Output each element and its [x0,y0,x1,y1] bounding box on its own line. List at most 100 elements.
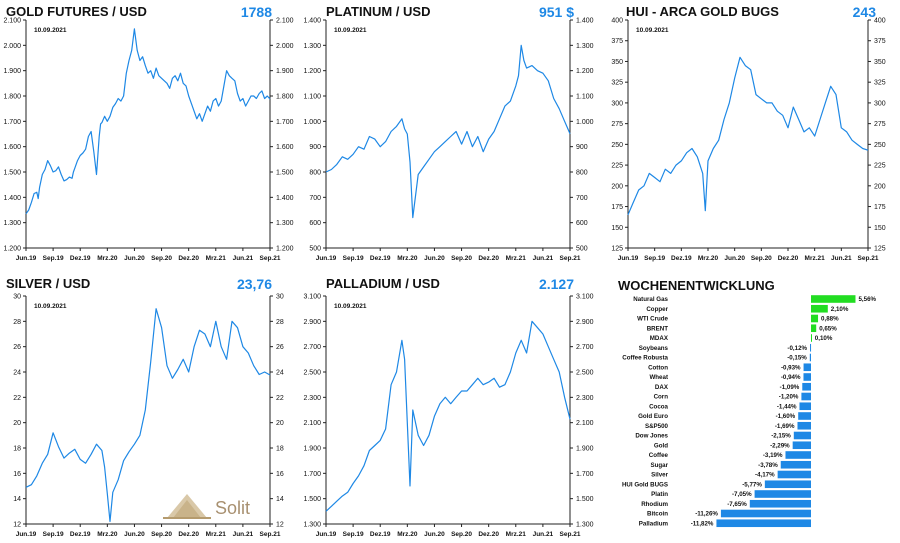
bar [803,363,811,372]
x-tick-label: Jun.19 [618,255,639,262]
y-tick-label: 2.000 [276,43,294,50]
y-tick-label: 1.200 [576,68,594,75]
bar-category-label: Sugar [650,462,668,469]
bar-category-label: Coffee Robusta [622,355,668,362]
bar-value-label: -7,65% [727,501,747,508]
y-tick-label: 1.200 [303,68,321,75]
gold-futures-title: GOLD FUTURES / USD [6,4,147,19]
y-tick-label: 2.500 [303,370,321,377]
bar [780,460,811,469]
price-line [627,56,869,216]
y-tick-label: 150 [611,225,623,232]
y-tick-label: 200 [611,183,623,190]
bar-category-label: Bitcoin [647,511,668,518]
y-tick-label: 700 [576,195,588,202]
y-tick-label: 18 [276,446,284,453]
y-tick-label: 1.400 [576,18,594,25]
y-tick-label: 2.300 [576,395,594,402]
x-tick-label: Dez.20 [178,531,199,538]
y-tick-label: 900 [576,144,588,151]
bar-value-label: -1,09% [780,384,800,391]
y-tick-label: 125 [611,246,623,253]
x-tick-label: Jun.19 [16,531,37,538]
x-tick-label: Sep.19 [343,531,364,538]
y-tick-label: 400 [874,18,886,25]
x-tick-label: Jun.20 [124,255,145,262]
bar [798,412,811,420]
price-line [25,308,271,523]
y-tick-label: 1.700 [303,471,321,478]
y-tick-label: 1.900 [3,68,21,75]
bar-category-label: Cocoa [649,403,668,410]
y-tick-label: 12 [276,522,284,529]
solit-logo-text: Solit [215,498,250,518]
bar-value-label: -3,19% [763,452,783,459]
x-tick-label: Sep.21 [858,255,879,262]
y-tick-label: 1.400 [276,195,294,202]
platinum-panel: PLATINUM / USD 951 $ 500 500 600 600 700 700 8… [300,0,600,268]
bar-category-label: Gold [654,442,668,449]
bar-value-label: 0,88% [821,316,839,323]
bar-category-label: Soybeans [639,345,669,352]
y-tick-label: 375 [874,38,886,45]
bar-value-label: -5,77% [742,481,762,488]
bar-value-label: -0,94% [781,374,801,381]
y-tick-label: 175 [874,204,886,211]
bar-value-label: -7,05% [732,491,752,498]
bar [809,353,811,362]
y-tick-label: 225 [611,163,623,170]
bar [799,402,811,411]
x-tick-label: Dez.19 [70,255,91,262]
y-tick-label: 225 [874,163,886,170]
hui-value: 243 [852,4,876,20]
bar [803,373,811,381]
y-tick-label: 2.100 [576,420,594,427]
bar-category-label: Copper [646,306,668,313]
y-tick-label: 2.900 [576,319,594,326]
y-tick-label: 1.300 [276,220,294,227]
y-tick-label: 250 [874,142,886,149]
date-label: 10.09.2021 [334,27,367,34]
palladium-panel: PALLADIUM / USD 2.127 1.300 1.300 1.500 1.5… [300,272,600,543]
y-tick-label: 1.600 [276,144,294,151]
y-tick-label: 1.500 [303,496,321,503]
x-tick-label: Jun.21 [831,255,852,262]
bar-category-label: Palladium [639,520,669,527]
y-tick-label: 325 [611,80,623,87]
y-tick-label: 175 [611,204,623,211]
y-tick-label: 1.500 [3,170,21,177]
x-tick-label: Mrz.20 [97,255,118,262]
y-tick-label: 2.700 [576,344,594,351]
y-tick-label: 375 [611,38,623,45]
y-tick-label: 1.500 [276,170,294,177]
x-tick-label: Mrz.20 [397,531,418,538]
x-tick-label: Mrz.21 [506,531,527,538]
bar-value-label: -0,15% [787,355,807,362]
y-tick-label: 1.100 [303,94,321,101]
x-tick-label: Dez.19 [370,255,391,262]
y-tick-label: 275 [611,121,623,128]
y-tick-label: 14 [276,496,284,503]
x-tick-label: Mrz.20 [397,255,418,262]
bar-category-label: Platin [651,491,668,498]
y-tick-label: 12 [13,522,21,529]
x-tick-label: Mrz.21 [506,255,527,262]
bar-value-label: -2,15% [771,433,791,440]
y-tick-label: 1.300 [303,43,321,50]
bar [785,451,811,459]
silver-panel: SILVER / USD 23,76 12 12 14 14 16 16 18 18 20 20 2… [0,272,300,543]
bar-category-label: WTI Crude [637,316,668,323]
palladium-value: 2.127 [538,276,574,292]
gold-futures-chart: 1.200 1.200 1.300 1.300 1.400 1.400 1.500 1.500… [3,18,294,263]
x-tick-label: Sep.20 [151,255,172,262]
silver-title: SILVER / USD [6,276,91,291]
y-tick-label: 1.300 [3,220,21,227]
y-tick-label: 400 [611,18,623,25]
palladium-chart: 1.300 1.300 1.500 1.500 1.700 1.700 1.900 1.900… [303,294,594,539]
bar [792,441,811,450]
y-tick-label: 20 [13,420,21,427]
bar [764,480,811,489]
y-tick-label: 1.200 [276,246,294,253]
bar [802,382,811,391]
x-tick-label: Sep.20 [451,255,472,262]
